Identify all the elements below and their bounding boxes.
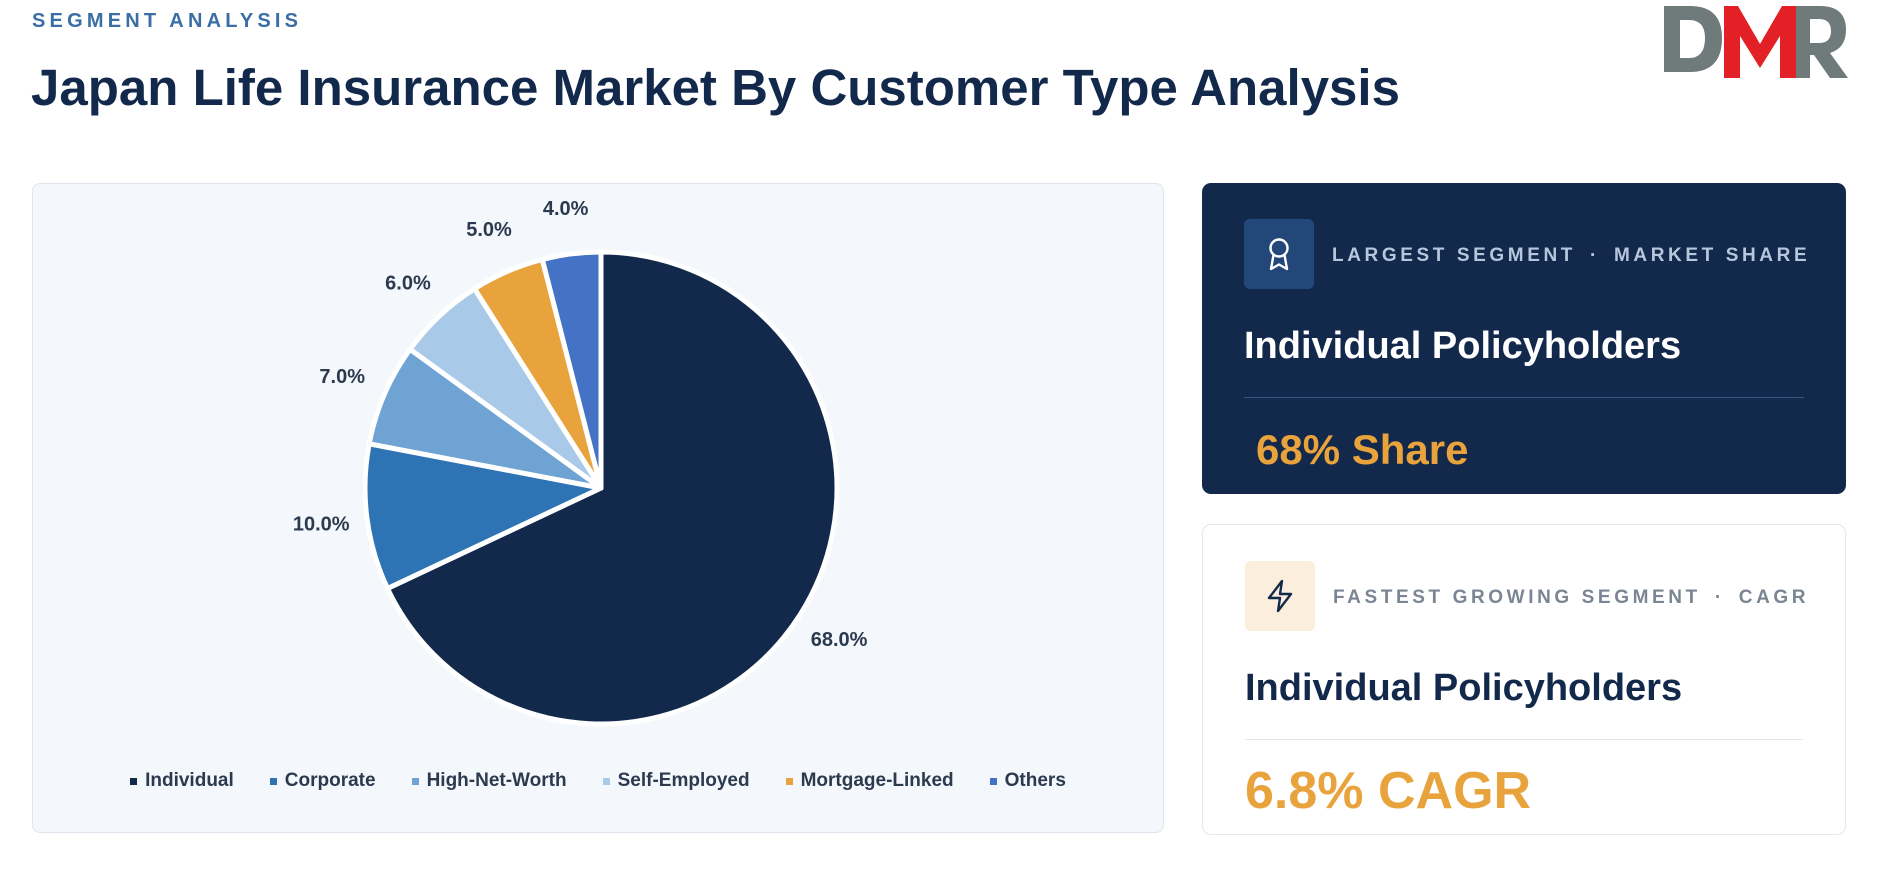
legend-item: High-Net-Worth [411, 770, 567, 792]
legend-swatch [411, 777, 419, 785]
legend-swatch [785, 777, 793, 785]
legend-label: Corporate [284, 770, 376, 791]
pie-data-label: 10.0% [293, 513, 350, 535]
largest-segment-card: LARGEST SEGMENT · MARKET SHARE Individual … [1202, 183, 1846, 494]
dmr-logo [1664, 6, 1848, 78]
card-divider [1245, 739, 1803, 740]
legend-swatch [269, 777, 277, 785]
pie-data-label: 68.0% [811, 629, 868, 651]
legend-swatch [602, 777, 610, 785]
lightning-icon [1267, 579, 1293, 613]
pie-data-label: 6.0% [385, 272, 431, 294]
legend-label: Self-Employed [617, 770, 750, 791]
legend-label: Others [1004, 770, 1066, 791]
legend-item: Individual [130, 770, 234, 792]
card-divider [1244, 397, 1804, 398]
legend-swatch [130, 777, 138, 785]
fastest-growing-card: FASTEST GROWING SEGMENT · CAGR Individual … [1202, 524, 1846, 835]
segment-value: 6.8% CAGR [1245, 762, 1532, 820]
segment-name: Individual Policyholders [1245, 667, 1683, 709]
card-meta-label: LARGEST SEGMENT [1332, 245, 1577, 266]
meta-separator: · [1714, 587, 1725, 608]
pie-chart-panel: 68.0% 10.0% 7.0% 6.0% 5.0% 4.0% Individual Cor… [32, 183, 1164, 833]
legend-item: Self-Employed [602, 770, 750, 792]
pie-data-label: 7.0% [319, 366, 365, 388]
legend-label: High-Net-Worth [426, 770, 567, 791]
card-meta: LARGEST SEGMENT · MARKET SHARE [1332, 245, 1810, 267]
card-meta-metric: CAGR [1738, 587, 1810, 608]
page-title: Japan Life Insurance Market By Customer … [31, 59, 1400, 116]
award-icon [1269, 238, 1289, 271]
segment-name: Individual Policyholders [1244, 325, 1682, 367]
pie-slice-others [539, 249, 604, 491]
meta-separator: · [1590, 245, 1600, 266]
pie-data-label: 5.0% [466, 219, 512, 241]
legend-item: Mortgage-Linked [785, 770, 954, 792]
card-meta-metric: MARKET SHARE [1613, 245, 1811, 266]
pie-data-label: 4.0% [543, 198, 589, 220]
card-meta: FASTEST GROWING SEGMENT · CAGR [1333, 587, 1809, 609]
lightning-icon-tile [1245, 561, 1315, 631]
chart-legend: Individual Corporate High-Net-Worth Self-Em… [33, 770, 1163, 792]
pie-chart: 68.0% 10.0% 7.0% 6.0% 5.0% 4.0% [293, 198, 868, 727]
legend-item: Others [989, 770, 1066, 792]
card-meta-label: FASTEST GROWING SEGMENT [1333, 587, 1701, 608]
pie-slice-individual [384, 249, 840, 727]
legend-label: Mortgage-Linked [800, 770, 954, 791]
legend-swatch [989, 777, 997, 785]
section-eyebrow: SEGMENT ANALYSIS [32, 10, 303, 32]
segment-value: 68% Share [1256, 426, 1469, 473]
award-icon-tile [1244, 219, 1314, 289]
legend-label: Individual [145, 770, 234, 791]
pie-slice-corporate [362, 441, 604, 591]
legend-item: Corporate [269, 770, 376, 792]
